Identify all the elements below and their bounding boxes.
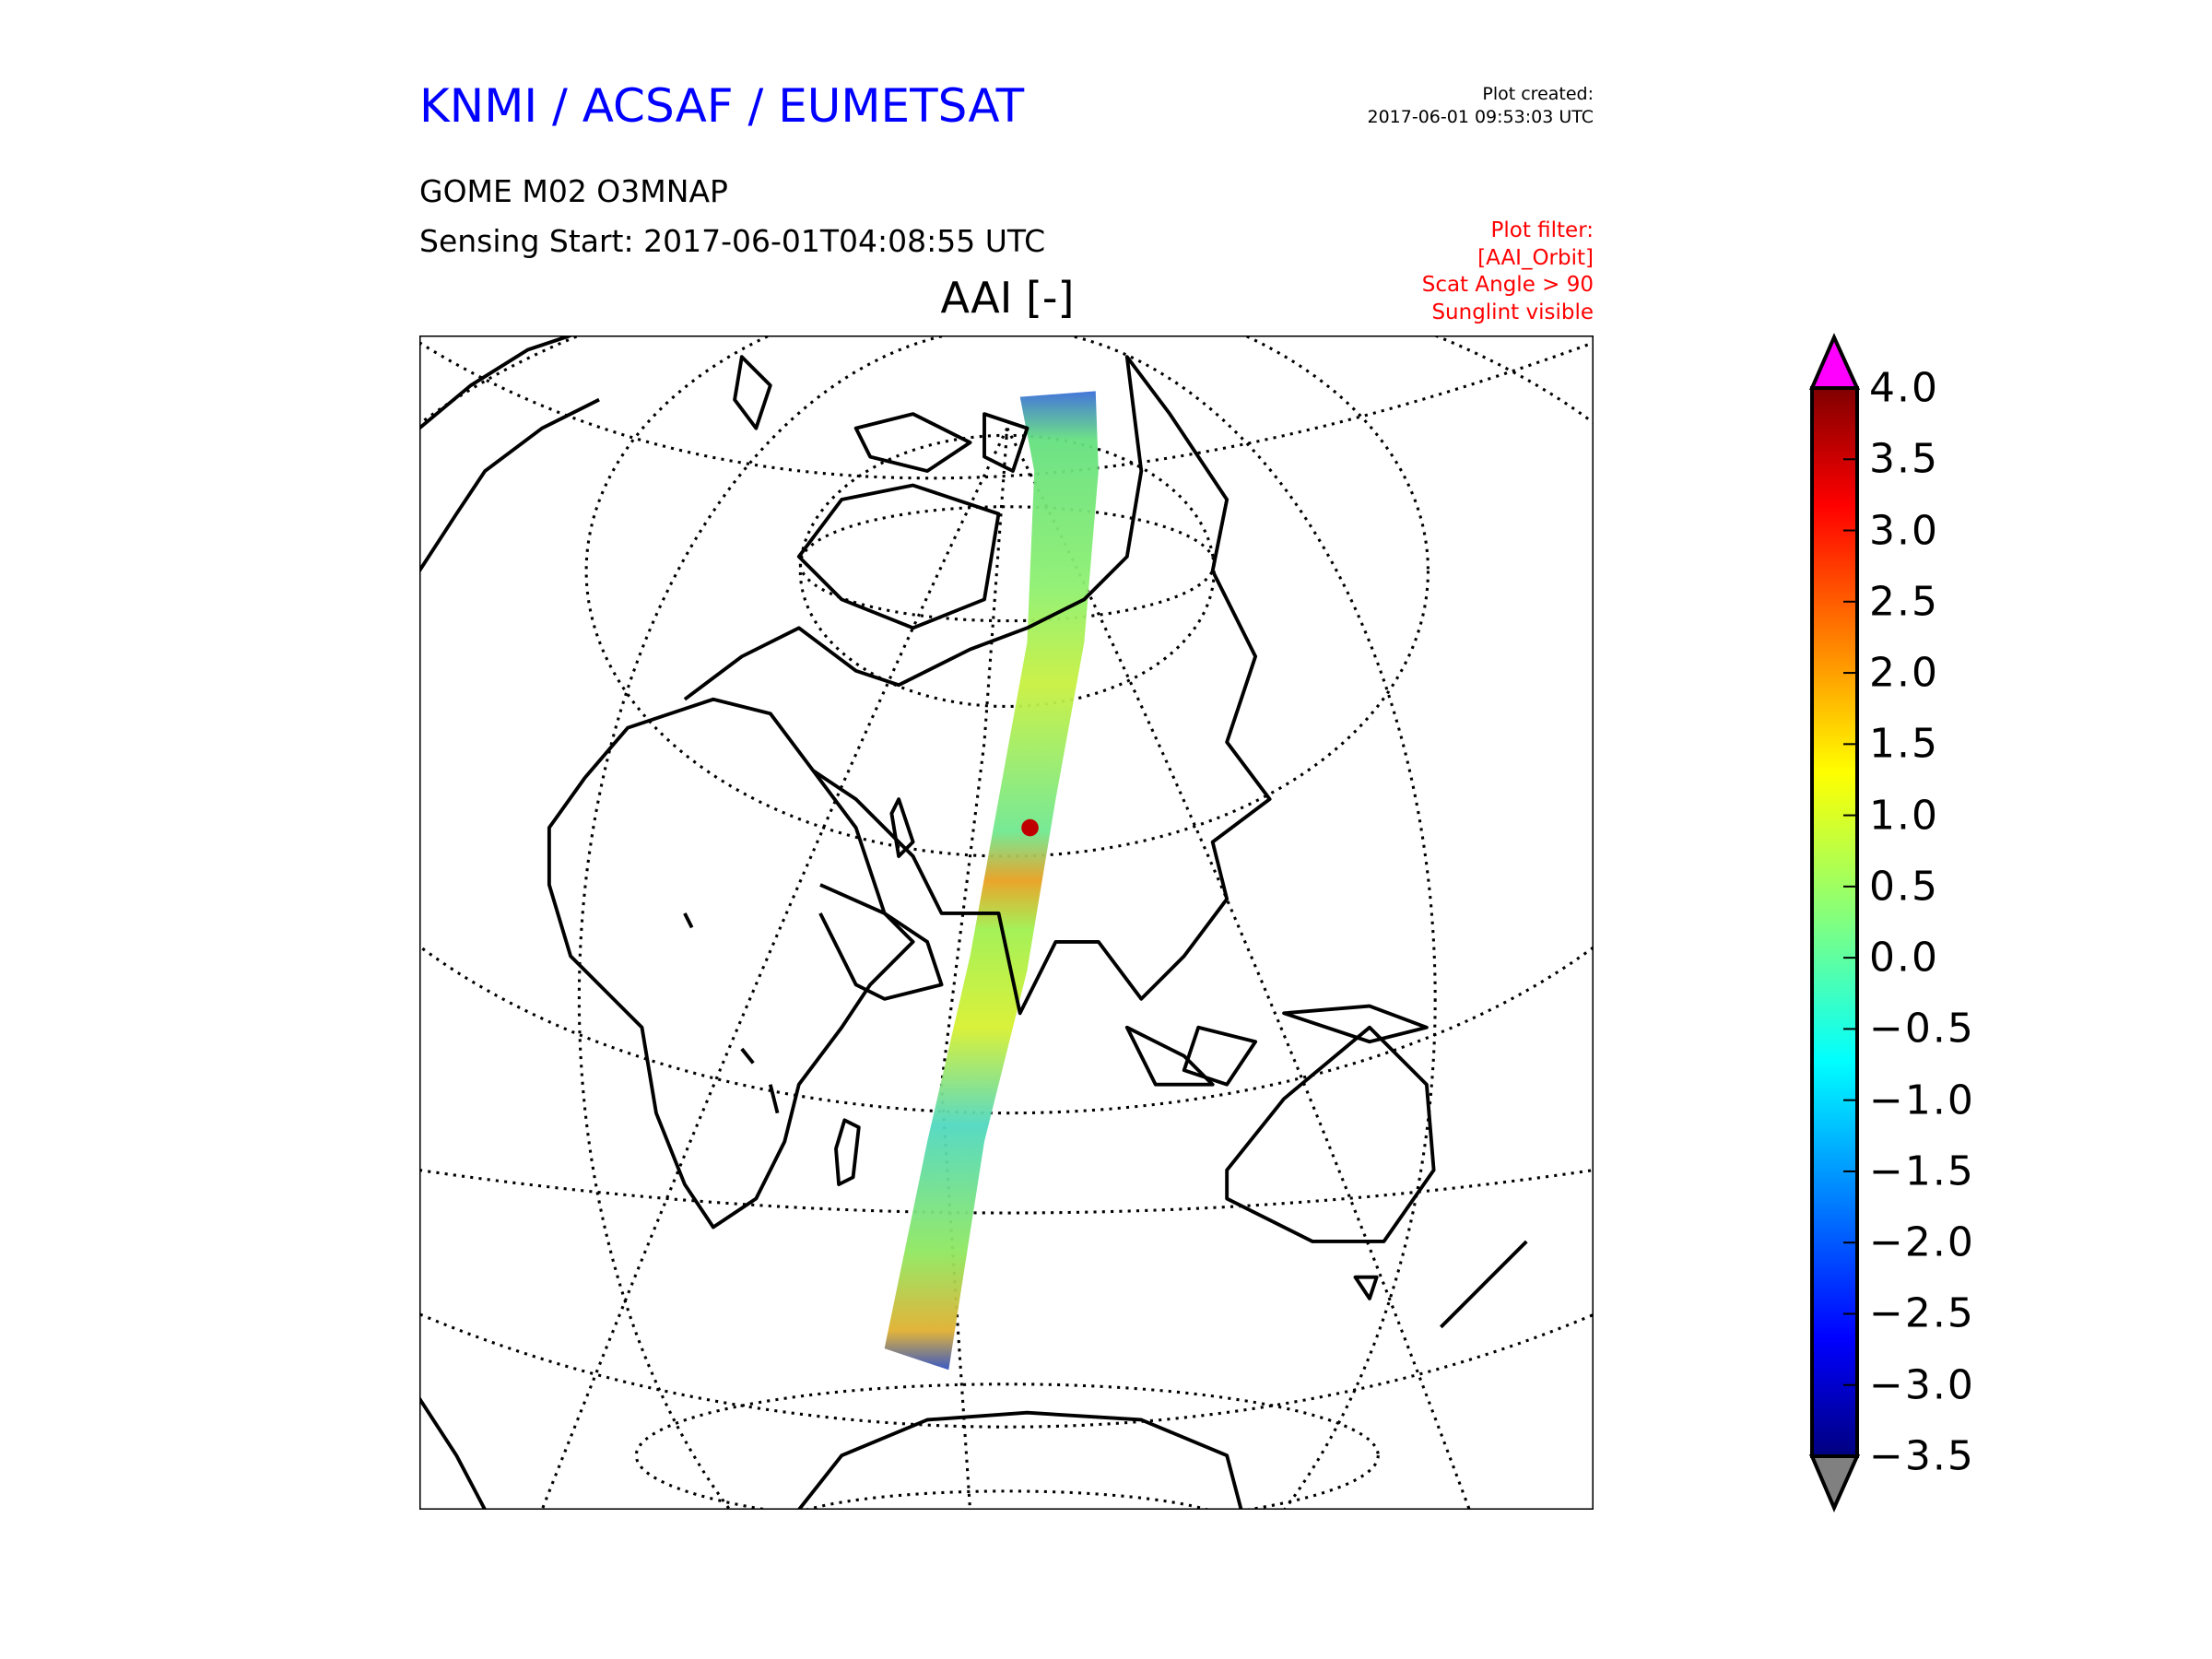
sensing-start: Sensing Start: 2017-06-01T04:08:55 UTC [419,223,1046,259]
plot-created-value: 2017-06-01 09:53:03 UTC [1367,107,1594,127]
plot-title: AAI [-] [940,273,1075,323]
colorbar-tick-label: −2.0 [1869,1218,1975,1266]
plot-filter-label: Plot filter: [1490,218,1594,242]
colorbar-tick-label: −1.0 [1869,1077,1975,1124]
colorbar-gradient [1810,386,1859,1458]
plot-created: Plot created: 2017-06-01 09:53:03 UTC [1368,83,1594,129]
plot-filter-line: Scat Angle > 90 [1421,273,1594,297]
colorbar-tick-label: −1.5 [1869,1147,1975,1195]
plot-filter-line: [AAI_Orbit] [1477,245,1594,270]
coastlines [419,335,1528,1510]
colorbar [1808,333,1861,1512]
colorbar-tick-label: 2.0 [1869,649,1939,697]
aai-hotspot [1021,818,1039,837]
colorbar-tick-label: −3.5 [1869,1432,1975,1480]
map-plot [419,335,1594,1510]
colorbar-tick-label: −2.5 [1869,1289,1975,1337]
aai-orbit-swath [884,391,1099,1371]
colorbar-tick-label: 0.5 [1869,863,1939,911]
colorbar-tick-label: −0.5 [1869,1005,1975,1053]
colorbar-tick-label: 3.0 [1869,507,1939,555]
colorbar-tick-label: 3.5 [1869,435,1939,483]
colorbar-tick-label: 0.0 [1869,934,1939,982]
colorbar-tick-label: 1.5 [1869,720,1939,768]
product-name: GOME M02 O3MNAP [419,173,728,209]
organization-title: KNMI / ACSAF / EUMETSAT [419,79,1025,133]
colorbar-over-triangle [1808,333,1861,390]
colorbar-tick-label: 2.5 [1869,578,1939,626]
plot-created-label: Plot created: [1482,84,1594,104]
colorbar-tick-label: −3.0 [1869,1361,1975,1409]
plot-filter: Plot filter: [AAI_Orbit] Scat Angle > 90… [1422,218,1594,326]
plot-filter-line: Sunglint visible [1431,300,1594,324]
colorbar-tick-label: 1.0 [1869,792,1939,840]
colorbar-tick-label: 4.0 [1869,364,1939,412]
colorbar-under-triangle [1808,1454,1861,1512]
